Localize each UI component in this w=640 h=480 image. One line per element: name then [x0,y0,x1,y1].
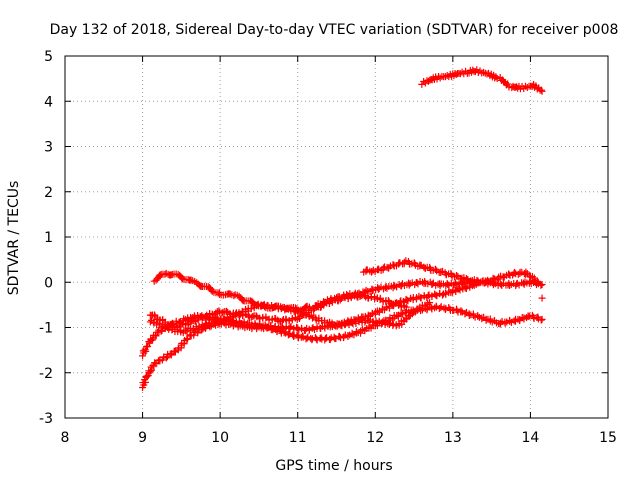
y-axis-label: SDTVAR / TECUs [6,181,22,296]
data-point [426,299,434,307]
data-point [489,274,497,282]
data-point [264,323,272,331]
x-axis-label: GPS time / hours [275,458,392,474]
data-point [195,281,203,289]
y-tick-label: -3 [39,411,53,427]
y-tick-label: 1 [44,230,53,246]
y-tick-label: 2 [44,185,53,201]
data-point [504,80,512,88]
data-point [322,334,330,342]
x-tick-label: 11 [289,430,307,446]
x-tick-label: 13 [444,430,462,446]
data-point [157,327,165,335]
series-track-high [418,66,546,95]
data-point [162,354,170,362]
series-track-g [146,299,434,337]
data-point [293,331,301,339]
data-point [522,268,530,276]
data-point [534,278,542,286]
data-point [208,287,216,295]
chart-title: Day 132 of 2018, Sidereal Day-to-day VTE… [50,22,619,38]
x-tick-label: 8 [61,430,70,446]
data-point [278,324,286,332]
data-point [235,309,243,317]
data-point [538,281,546,289]
data-point [432,291,440,299]
series-track-f [146,291,410,331]
data-point [232,318,240,326]
data-point [313,336,321,344]
y-tick-label: 0 [44,275,53,291]
data-point [538,315,546,323]
data-point [374,284,382,292]
x-tick-label: 10 [211,430,229,446]
data-point [493,75,501,83]
data-point [327,334,335,342]
data-point [533,277,541,285]
y-tick-label: 3 [44,140,53,156]
data-point [362,286,370,294]
data-point [472,281,480,289]
data-point [355,318,363,326]
x-tick-label: 14 [522,430,540,446]
data-point [506,281,514,289]
data-point [432,265,440,273]
data-point [344,333,352,341]
series-track-c [360,257,542,287]
y-tick-label: 5 [44,49,53,65]
data-point [183,335,191,343]
data-point [226,290,234,298]
data-point [335,320,343,328]
data-point [442,290,450,298]
data-point [341,294,349,302]
data-point [286,324,294,332]
y-tick-label: -2 [39,366,53,382]
x-tick-label: 12 [366,430,384,446]
data-point [443,72,451,80]
data-point [381,284,389,292]
series-isolated [538,294,546,302]
data-point [538,294,546,302]
x-tick-label: 15 [599,430,617,446]
data-point [501,319,509,327]
data-point [537,316,545,324]
data-point [337,295,345,303]
data-point [400,258,408,266]
data-point [309,324,317,332]
data-point [278,317,286,325]
grid [65,56,608,418]
y-tick-label: -1 [39,321,53,337]
data-point [318,335,326,343]
x-tick-label: 9 [138,430,147,446]
data-point [283,304,291,312]
data-point [368,285,376,293]
y-tick-label: 4 [44,94,53,110]
data-point [538,87,546,95]
data-point [453,272,461,280]
data-point [457,307,465,315]
data-point [369,287,377,295]
series-group [139,66,546,392]
data-point [374,265,382,273]
data-point [426,263,434,271]
data-point [402,303,410,311]
